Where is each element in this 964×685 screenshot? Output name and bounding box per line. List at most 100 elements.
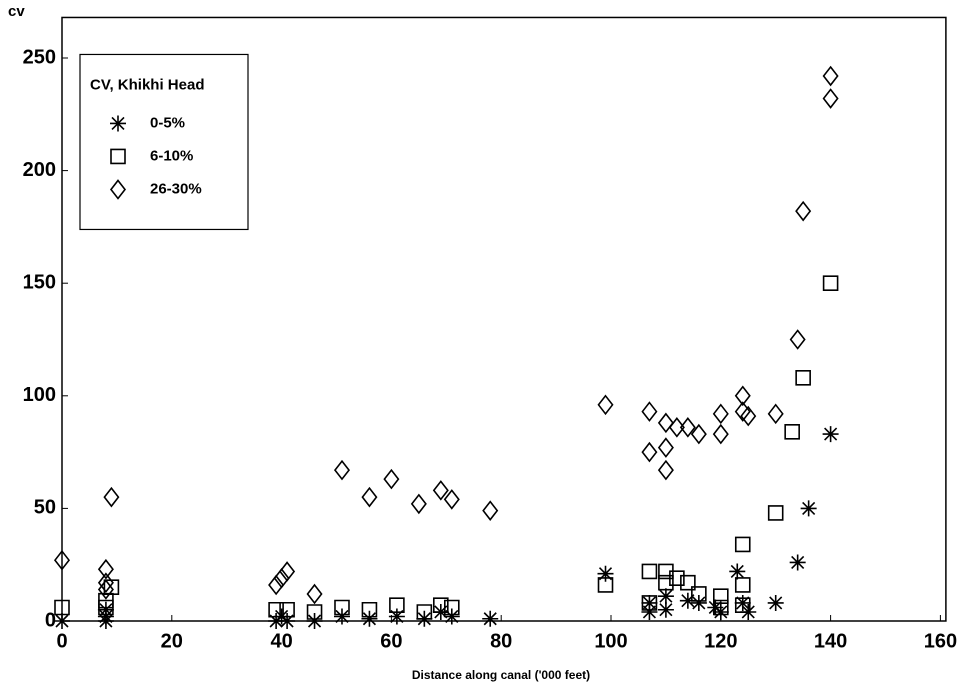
point <box>482 610 499 627</box>
point <box>306 604 323 620</box>
point <box>690 594 707 611</box>
point <box>641 441 658 463</box>
point <box>789 329 806 350</box>
x-tick-label: 120 <box>704 630 737 652</box>
point <box>53 549 71 571</box>
plot-frame <box>61 16 947 622</box>
point <box>822 88 839 109</box>
point <box>795 369 811 386</box>
point <box>679 592 696 609</box>
point <box>690 423 707 445</box>
point <box>597 394 614 416</box>
y-tick-label: 0 <box>45 609 56 631</box>
point <box>306 613 323 629</box>
x-tick-label: 0 <box>56 630 67 652</box>
point <box>333 608 350 625</box>
point <box>734 577 751 593</box>
point <box>767 403 784 425</box>
x-tick-label: 80 <box>490 630 512 652</box>
point <box>641 401 658 422</box>
point <box>712 403 729 425</box>
point <box>767 594 784 611</box>
legend-marker <box>110 148 126 165</box>
point <box>657 459 674 481</box>
x-axis-label: Distance along canal ('000 feet) <box>412 668 590 682</box>
legend-label: 0-5% <box>150 114 185 131</box>
point <box>713 599 729 616</box>
point <box>657 437 674 458</box>
point <box>54 599 70 616</box>
point <box>433 597 449 614</box>
point <box>657 412 674 434</box>
point <box>443 489 460 510</box>
point <box>103 486 120 508</box>
point <box>279 561 296 582</box>
legend-marker <box>109 179 127 200</box>
legend-box <box>79 53 249 231</box>
point <box>680 574 696 591</box>
point <box>729 563 746 580</box>
x-tick-label: 20 <box>161 630 183 652</box>
point <box>795 200 812 222</box>
x-tick-label: 140 <box>814 630 847 652</box>
y-tick-label: 100 <box>23 384 56 406</box>
point <box>443 599 460 616</box>
legend-label: 26-30% <box>150 180 202 197</box>
y-tick-label: 250 <box>23 46 56 68</box>
point <box>361 486 378 508</box>
point <box>691 586 707 602</box>
x-tick-label: 100 <box>594 630 627 652</box>
point <box>784 424 800 440</box>
legend-label: 6-10% <box>150 147 193 164</box>
point <box>669 570 685 587</box>
point <box>482 500 499 521</box>
y-tick-label: 200 <box>23 159 56 181</box>
point <box>306 583 323 605</box>
point <box>416 604 433 620</box>
point <box>679 417 696 438</box>
point <box>734 536 751 553</box>
point <box>97 572 114 594</box>
point <box>668 417 685 438</box>
point <box>800 500 817 517</box>
point <box>97 579 114 600</box>
point <box>641 594 658 611</box>
point <box>657 601 674 618</box>
y-tick-label: 50 <box>34 497 56 519</box>
point <box>822 275 839 291</box>
point <box>54 613 70 629</box>
point <box>443 608 460 625</box>
point <box>432 480 449 501</box>
point <box>658 574 674 591</box>
point <box>97 601 114 618</box>
point <box>734 594 751 611</box>
point <box>98 599 114 616</box>
point <box>383 468 400 490</box>
point <box>789 554 806 571</box>
point <box>361 601 378 618</box>
point <box>734 597 751 614</box>
point <box>361 610 378 627</box>
point <box>334 599 350 616</box>
point <box>822 65 839 87</box>
y-tick-label: 150 <box>23 271 56 293</box>
legend-title: CV, Khikhi Head <box>90 76 204 93</box>
point <box>712 603 729 620</box>
x-tick-label: 60 <box>380 630 402 652</box>
point <box>333 459 351 481</box>
point <box>597 565 614 582</box>
point <box>740 405 757 427</box>
point <box>641 563 658 580</box>
point <box>641 603 658 620</box>
point <box>98 592 114 609</box>
y-axis-label: cv <box>8 3 25 20</box>
point <box>388 608 405 625</box>
point <box>279 613 296 629</box>
point <box>767 505 784 521</box>
point <box>97 558 114 580</box>
point <box>641 595 658 611</box>
point <box>410 493 427 515</box>
x-tick-label: 160 <box>924 630 957 652</box>
point <box>279 601 295 618</box>
